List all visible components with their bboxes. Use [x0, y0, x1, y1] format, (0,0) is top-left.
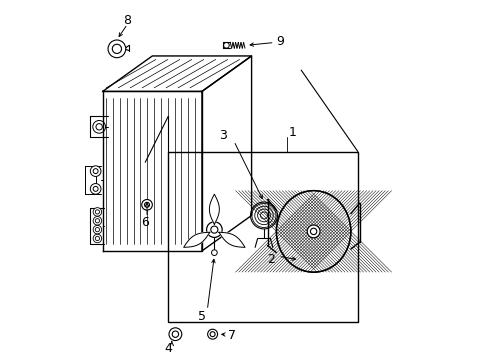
- Circle shape: [90, 184, 101, 194]
- Ellipse shape: [276, 191, 350, 272]
- Circle shape: [93, 208, 102, 216]
- Text: 5: 5: [198, 310, 205, 323]
- Circle shape: [306, 225, 319, 238]
- Text: 6: 6: [141, 216, 149, 229]
- Circle shape: [93, 225, 102, 234]
- Text: 2: 2: [266, 253, 274, 266]
- Text: 9: 9: [275, 35, 284, 48]
- Circle shape: [90, 166, 101, 176]
- Bar: [168, 152, 357, 322]
- Text: 1: 1: [288, 126, 296, 139]
- Circle shape: [169, 328, 182, 341]
- Circle shape: [211, 250, 217, 256]
- Circle shape: [206, 222, 222, 238]
- Circle shape: [108, 40, 125, 58]
- Circle shape: [93, 121, 105, 133]
- Text: 8: 8: [123, 14, 131, 27]
- Polygon shape: [209, 194, 219, 224]
- Circle shape: [93, 216, 102, 225]
- Polygon shape: [183, 232, 209, 247]
- Text: 4: 4: [164, 342, 172, 355]
- Text: 3: 3: [219, 129, 227, 142]
- Polygon shape: [219, 232, 244, 247]
- Text: 7: 7: [227, 329, 236, 342]
- Circle shape: [207, 329, 217, 339]
- Circle shape: [93, 234, 102, 243]
- Circle shape: [142, 199, 152, 210]
